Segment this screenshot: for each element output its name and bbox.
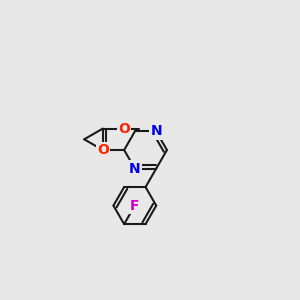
Text: N: N (129, 161, 141, 176)
Text: O: O (97, 143, 109, 157)
Text: F: F (130, 199, 140, 213)
Text: O: O (118, 122, 130, 136)
Text: S: S (98, 143, 108, 157)
Text: N: N (150, 124, 162, 139)
